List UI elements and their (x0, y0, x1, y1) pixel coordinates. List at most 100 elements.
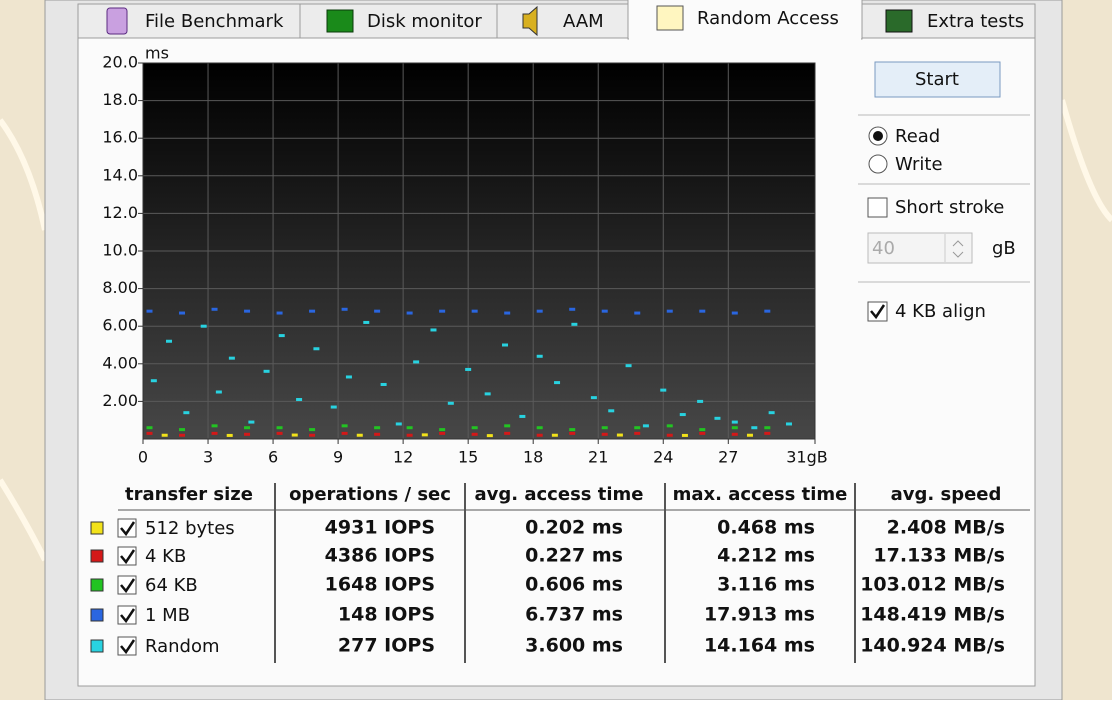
radio-label[interactable]: Write (895, 154, 943, 175)
point (751, 426, 758, 430)
controls: Start Read Write Short stroke 40 gB 4 KB… (858, 61, 1030, 322)
cell: 103.012 MB/s (860, 574, 1005, 596)
tab-icon (885, 9, 913, 33)
checkbox-label[interactable]: 4 KB align (895, 301, 986, 322)
series-name: 1 MB (145, 605, 190, 626)
point (679, 413, 686, 417)
cell: 4386 IOPS (325, 545, 435, 567)
point (554, 381, 561, 385)
point (764, 426, 771, 430)
point (146, 431, 153, 435)
point (764, 309, 771, 313)
point (406, 426, 413, 430)
point (731, 311, 738, 315)
tab-icon (656, 5, 684, 31)
series-name: 4 KB (145, 546, 186, 567)
x-tick-label: 12 (393, 448, 413, 467)
tab-label[interactable]: Extra tests (927, 11, 1024, 32)
spin-input[interactable] (867, 232, 973, 264)
point (536, 426, 543, 430)
point (625, 364, 632, 368)
point (699, 428, 706, 432)
point (296, 398, 303, 402)
point (278, 334, 285, 338)
chart: ms 2.00 4.00 6.00 8.00 10.0 12.0 14.0 16.0 18.0 2… (102, 44, 827, 467)
point (309, 309, 316, 313)
y-tick-label: 4.00 (102, 353, 138, 372)
point (697, 399, 704, 403)
tab[interactable] (496, 3, 629, 39)
checkbox[interactable] (867, 197, 888, 218)
cell: 6.737 ms (525, 604, 623, 626)
point (226, 433, 233, 437)
x-tick-label: 18 (523, 448, 543, 467)
point (519, 414, 526, 418)
point (345, 375, 352, 379)
check (120, 578, 136, 594)
tab-label[interactable]: AAM (563, 11, 604, 32)
point (406, 433, 413, 437)
point (601, 309, 608, 313)
tab-icon (522, 5, 538, 37)
y-tick-label: 16.0 (102, 128, 138, 147)
cell: 148.419 MB/s (860, 604, 1005, 626)
point (502, 343, 509, 347)
point (536, 433, 543, 437)
spin-arrows[interactable] (952, 240, 964, 258)
x-tick-label: 3 (203, 448, 213, 467)
y-unit: ms (145, 44, 169, 63)
column-header: transfer size (125, 484, 253, 505)
point (634, 431, 641, 435)
point (536, 354, 543, 358)
point (608, 409, 615, 413)
point (166, 339, 173, 343)
check (120, 608, 136, 624)
column-header: operations / sec (289, 484, 451, 505)
legend-swatch (90, 578, 104, 592)
point (768, 411, 775, 415)
cell: 277 IOPS (338, 635, 435, 657)
button-label[interactable]: Start (915, 69, 959, 90)
point (601, 426, 608, 430)
tab-label[interactable]: Disk monitor (367, 11, 482, 32)
point (634, 426, 641, 430)
cell: 0.606 ms (525, 574, 623, 596)
x-tick-label: 0 (138, 448, 148, 467)
legend-swatch (90, 521, 104, 535)
cell: 0.227 ms (525, 545, 623, 567)
point (211, 307, 218, 311)
point (374, 432, 381, 436)
point (504, 431, 511, 435)
point (699, 431, 706, 435)
radio-label[interactable]: Read (895, 126, 940, 147)
point (211, 424, 218, 428)
point (666, 309, 673, 313)
y-tick-label: 14.0 (102, 165, 138, 184)
input-value: 40 (872, 238, 895, 259)
point (471, 426, 478, 430)
checkbox-label[interactable]: Short stroke (895, 197, 1004, 218)
point (714, 416, 721, 420)
tab-label[interactable]: Random Access (697, 8, 839, 29)
point (590, 396, 597, 400)
point (666, 433, 673, 437)
series-name: 512 bytes (145, 518, 235, 539)
cell: 17.133 MB/s (873, 545, 1005, 567)
point (484, 392, 491, 396)
start-button[interactable] (874, 61, 1001, 98)
check (870, 304, 886, 320)
point (150, 379, 157, 383)
tab-label[interactable]: File Benchmark (145, 11, 284, 32)
legend-swatch (90, 608, 104, 622)
radio-dot (873, 131, 883, 141)
tab-icon (326, 9, 354, 33)
point (421, 433, 428, 437)
point (244, 426, 251, 430)
x-tick-label: 31gB (786, 448, 828, 467)
radio[interactable] (868, 154, 888, 174)
x-tick-label: 21 (588, 448, 608, 467)
legend-swatch (90, 639, 104, 653)
point (276, 431, 283, 435)
point (569, 431, 576, 435)
